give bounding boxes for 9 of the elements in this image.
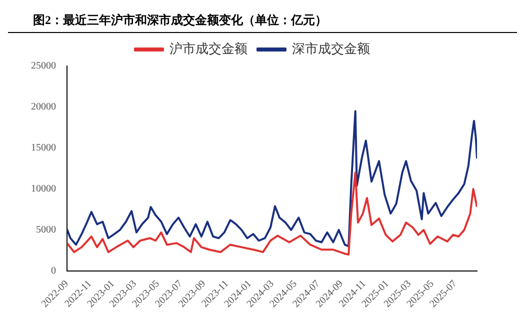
legend-label: 深市成交金额 <box>292 40 370 56</box>
y-tick-label: 20000 <box>31 102 56 113</box>
y-tick-label: 10000 <box>31 184 56 195</box>
y-tick-label: 15000 <box>31 142 56 154</box>
y-tick-label: 25000 <box>31 60 56 72</box>
chart-title: 图2：最近三年沪市和深市成交金额变化（单位：亿元） <box>8 8 517 33</box>
y-tick-label: 5000 <box>36 224 56 236</box>
y-tick-label: 0 <box>51 266 56 277</box>
legend-label: 沪市成交金额 <box>170 40 248 56</box>
